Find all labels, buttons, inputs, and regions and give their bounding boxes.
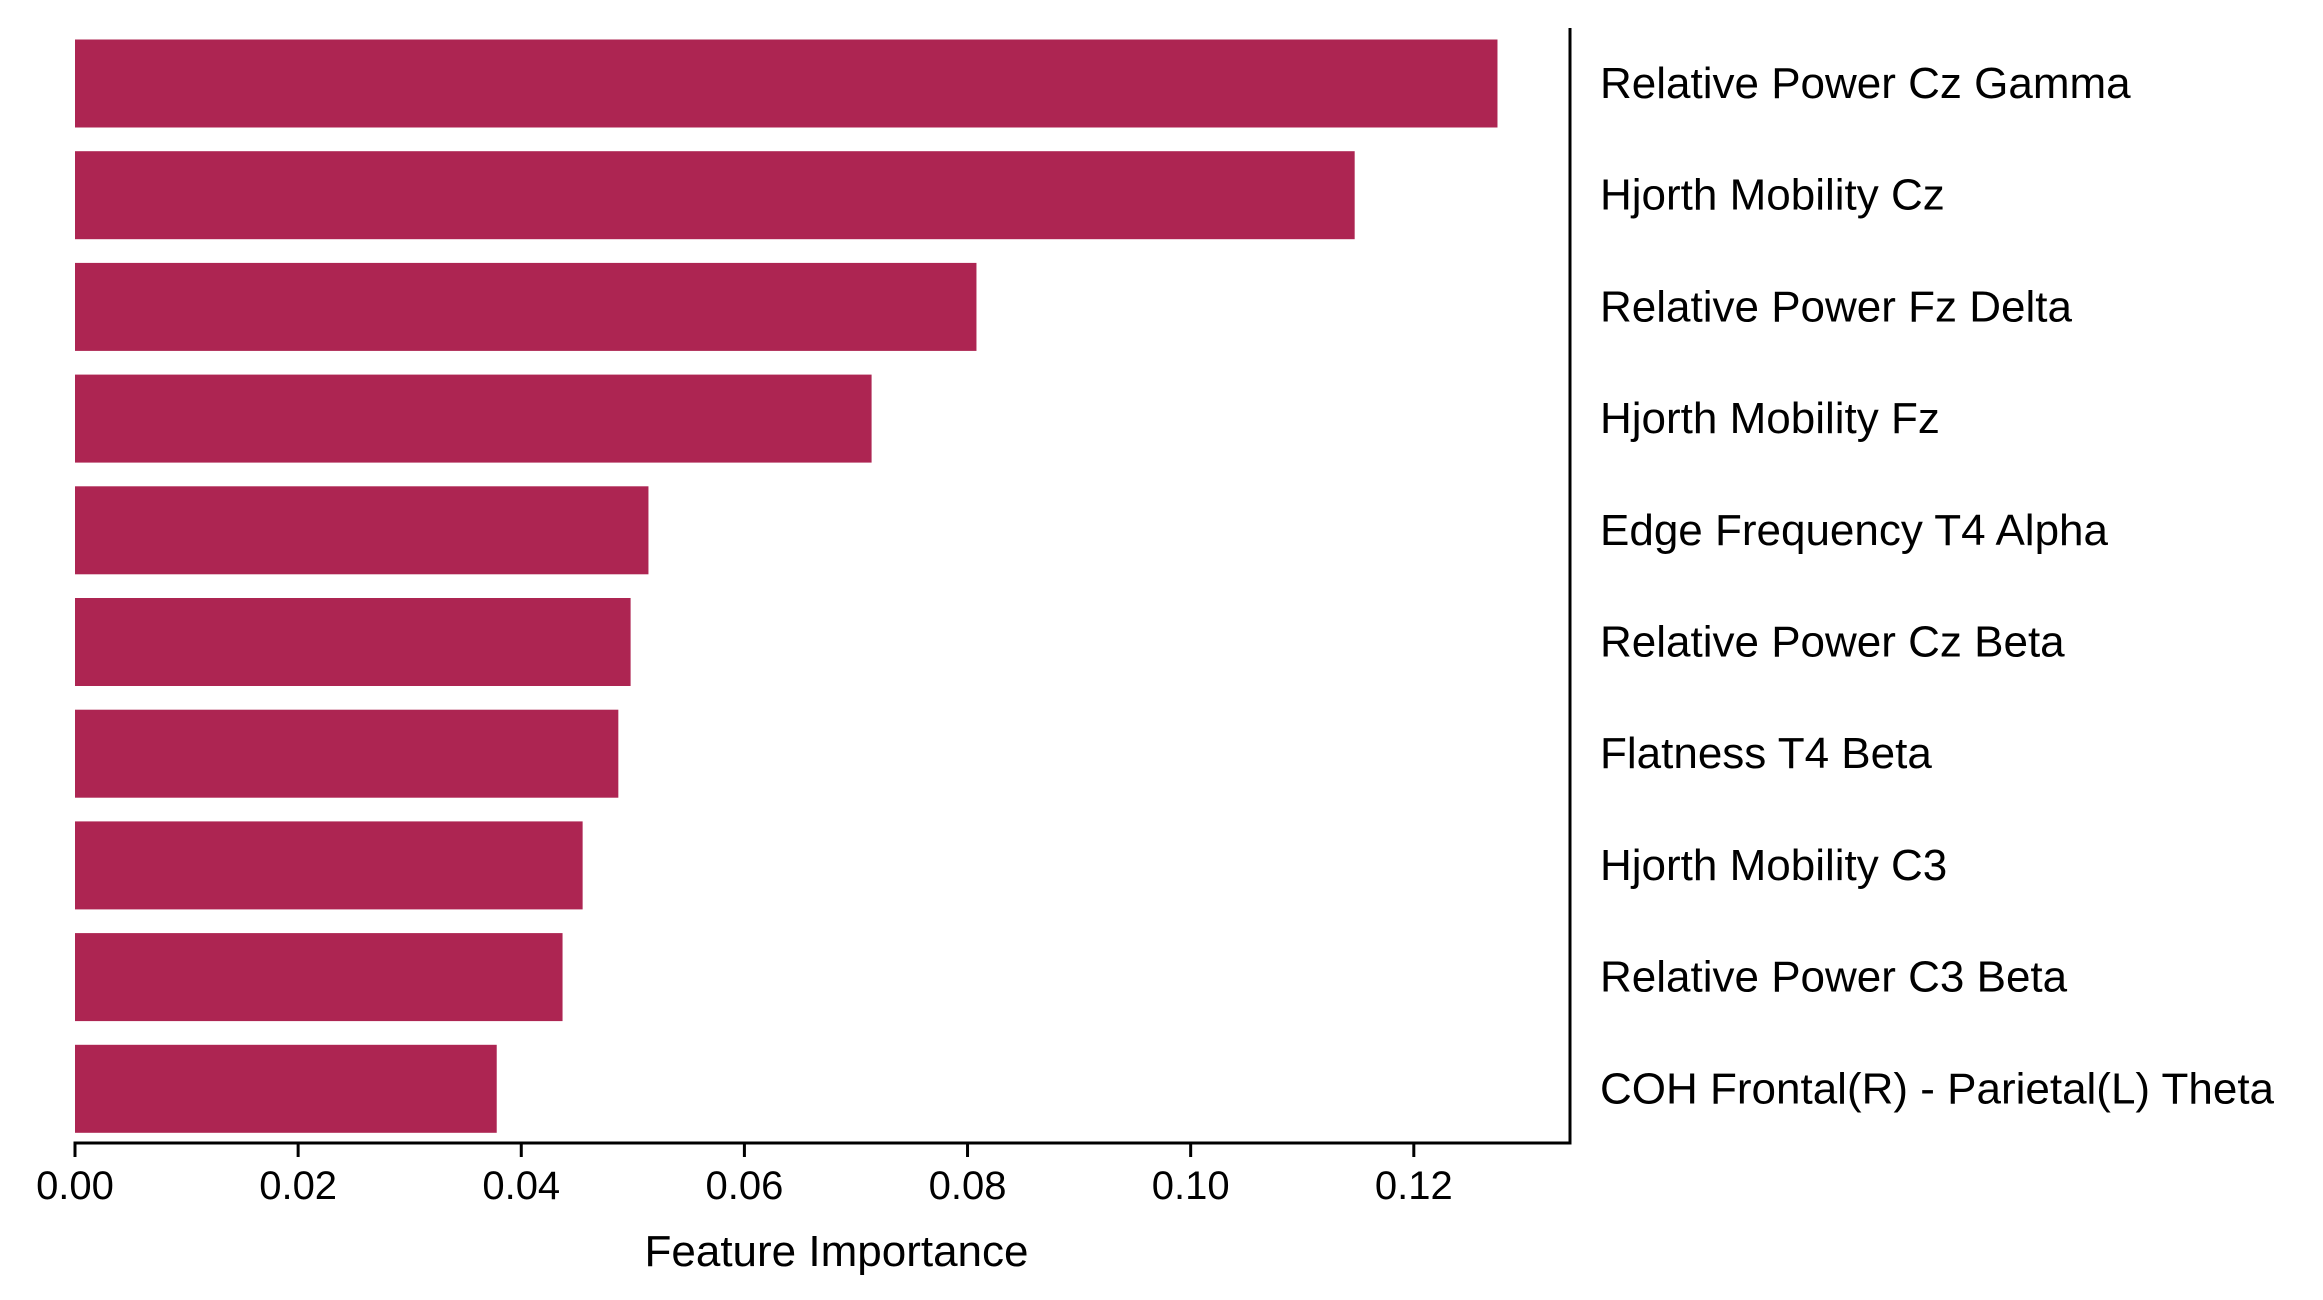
bar bbox=[75, 933, 563, 1022]
bar bbox=[75, 486, 649, 575]
x-tick-label: 0.06 bbox=[705, 1164, 783, 1208]
category-label: Relative Power C3 Beta bbox=[1600, 953, 2068, 1002]
category-labels-group: Relative Power Cz Gamma Hjorth Mobility C… bbox=[1600, 59, 2275, 1113]
x-tick-label: 0.04 bbox=[482, 1164, 560, 1208]
x-tick-label: 0.12 bbox=[1375, 1164, 1453, 1208]
category-label: Edge Frequency T4 Alpha bbox=[1600, 506, 2109, 555]
category-label: Hjorth Mobility Cz bbox=[1600, 171, 1945, 220]
x-axis-label: Feature Importance bbox=[645, 1227, 1029, 1276]
category-label: Relative Power Cz Beta bbox=[1600, 618, 2065, 667]
bar bbox=[75, 151, 1355, 240]
bar bbox=[75, 374, 872, 463]
bar bbox=[75, 39, 1498, 128]
x-tick-label: 0.00 bbox=[36, 1164, 114, 1208]
bar bbox=[75, 262, 977, 351]
x-tick-label: 0.08 bbox=[929, 1164, 1007, 1208]
x-tick-label: 0.02 bbox=[259, 1164, 337, 1208]
x-ticks-group: 0.00 0.02 0.04 0.06 0.08 0.10 0.12 bbox=[36, 1143, 1453, 1208]
axes-group bbox=[73, 28, 1572, 1145]
category-label: Relative Power Fz Delta bbox=[1600, 282, 2072, 331]
category-label: Hjorth Mobility C3 bbox=[1600, 841, 1947, 890]
category-label: Hjorth Mobility Fz bbox=[1600, 394, 1940, 443]
bar bbox=[75, 598, 631, 686]
bar bbox=[75, 709, 619, 798]
bar bbox=[75, 821, 583, 910]
category-label: Flatness T4 Beta bbox=[1600, 729, 1932, 778]
category-label: COH Frontal(R) - Parietal(L) Theta bbox=[1600, 1064, 2275, 1113]
category-label: Relative Power Cz Gamma bbox=[1600, 59, 2131, 108]
bar bbox=[75, 1044, 497, 1133]
x-tick-label: 0.10 bbox=[1152, 1164, 1230, 1208]
bars-group bbox=[75, 39, 1498, 1133]
